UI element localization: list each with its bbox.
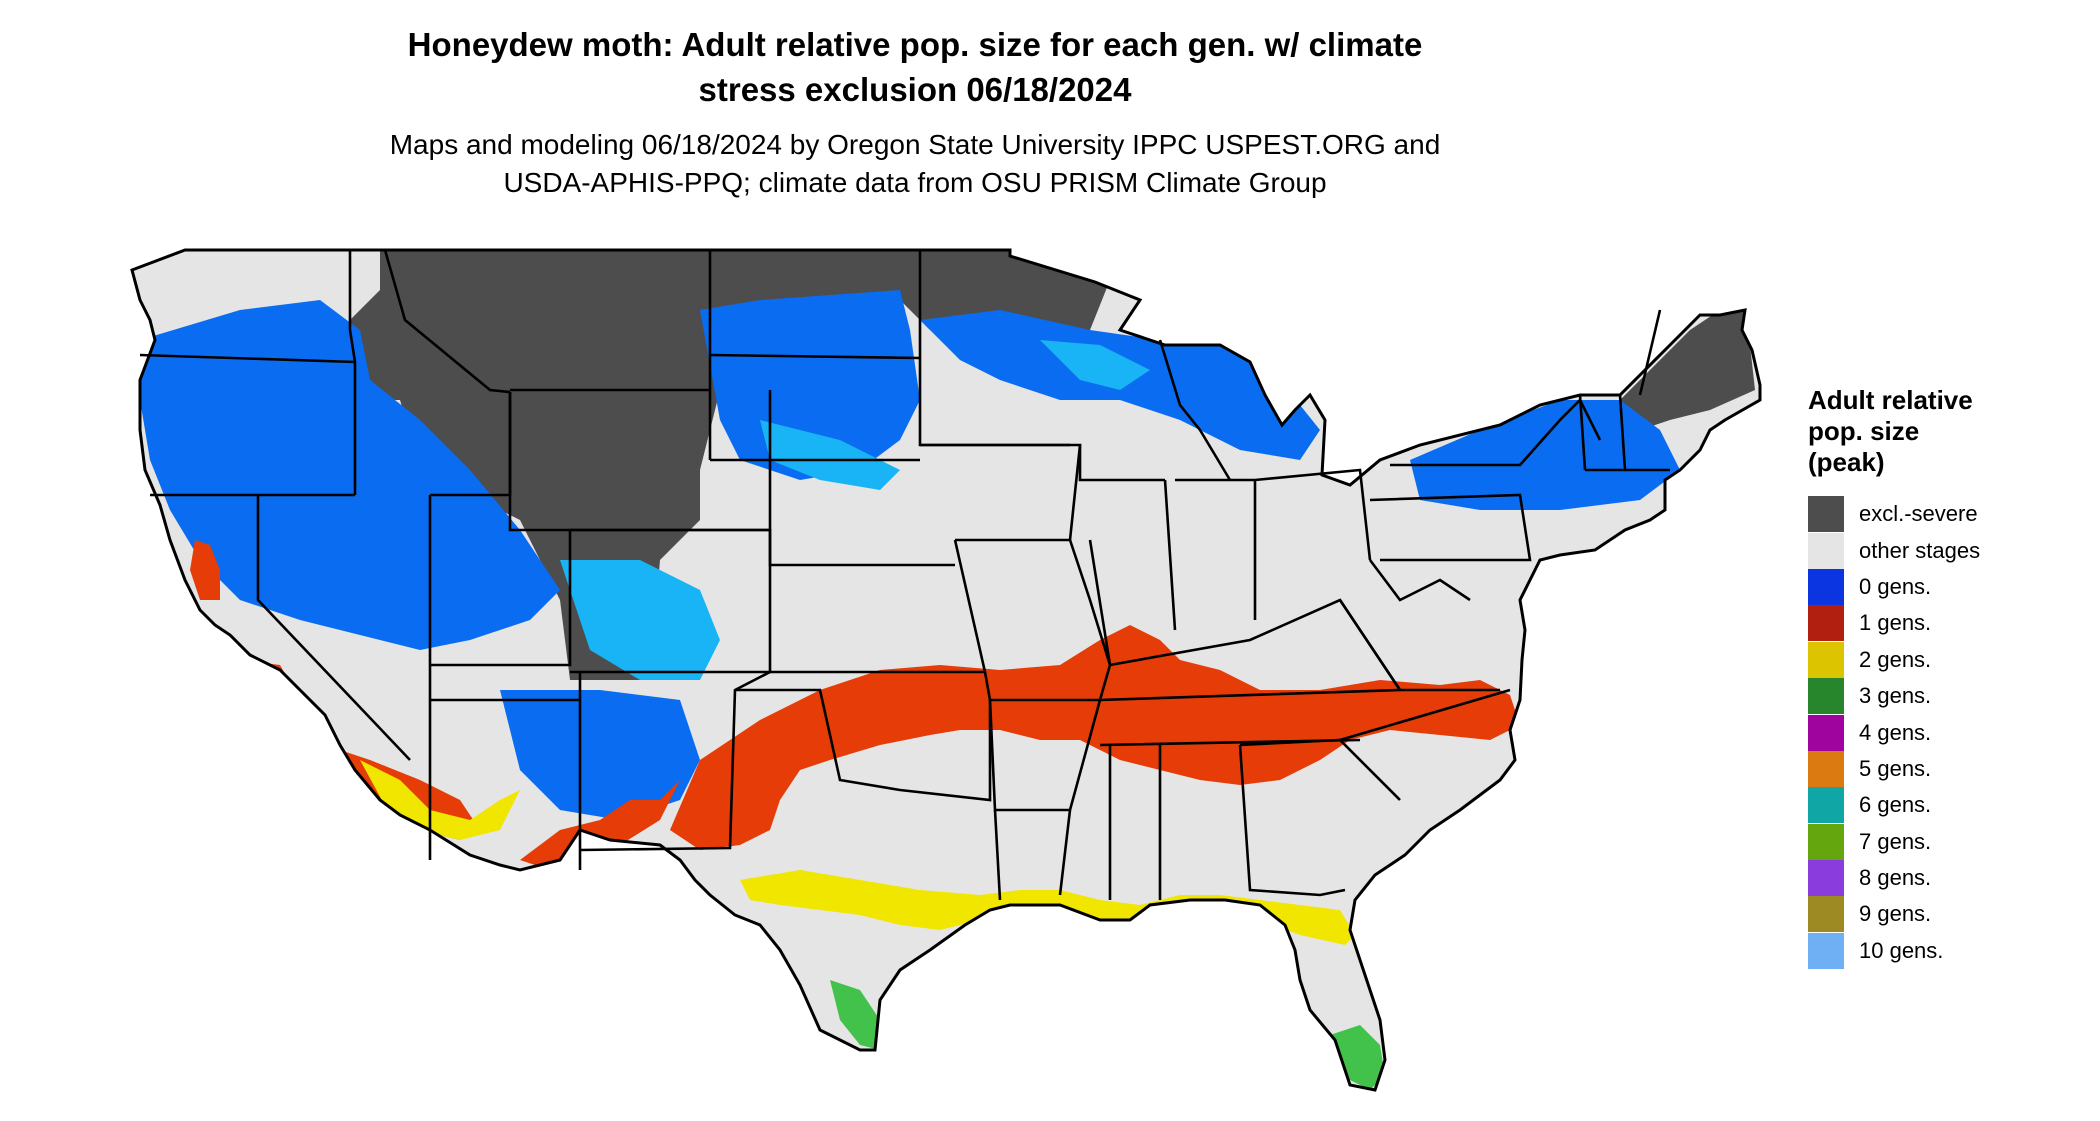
legend-label: 9 gens.: [1859, 901, 1932, 927]
border-az: [428, 665, 580, 860]
state-borders: [139, 249, 1670, 901]
border-ar: [988, 699, 1102, 812]
legend-swatch: [1808, 932, 1844, 969]
legend-swatch: [1808, 532, 1844, 569]
legend-item: 4 gens.: [1808, 714, 2068, 751]
legend-label: 7 gens.: [1859, 828, 1932, 854]
border-co: [570, 528, 772, 674]
legend-label: 3 gens.: [1859, 683, 1932, 709]
legend-label: 2 gens.: [1859, 646, 1932, 672]
border-wv: [1368, 559, 1471, 602]
legend-label: 10 gens.: [1859, 937, 1944, 963]
legend-item: 0 gens.: [1808, 568, 2068, 605]
border-ca-nv: [256, 495, 411, 761]
legend-item: 2 gens.: [1808, 641, 2068, 678]
legend-item: 6 gens.: [1808, 787, 2068, 824]
legend-label: 5 gens.: [1859, 755, 1932, 781]
three-gen-region-texas: [830, 980, 880, 1050]
legend-item: 8 gens.: [1808, 860, 2068, 897]
border-nm: [578, 670, 771, 870]
legend-item: 10 gens.: [1808, 932, 2068, 969]
border-id-west: [348, 250, 357, 495]
legend-item: 9 gens.: [1808, 896, 2068, 933]
legend-item: 7 gens.: [1808, 823, 2068, 860]
border-nc-va: [1338, 599, 1511, 742]
legend-swatch: [1808, 860, 1844, 897]
subtitle-line-2: USDA-APHIS-PPQ; climate data from OSU PR…: [503, 167, 1327, 198]
legend-swatch: [1808, 678, 1844, 715]
legend-label: 8 gens.: [1859, 865, 1932, 891]
legend-swatch: [1808, 787, 1844, 824]
excluded-region-north: [350, 250, 1110, 680]
border-id-mt: [383, 249, 511, 394]
title-line-2: stress exclusion 06/18/2024: [698, 71, 1132, 108]
excluded-region-northeast: [1620, 310, 1755, 430]
border-ny: [1390, 397, 1602, 467]
legend-item: other stages: [1808, 532, 2068, 569]
one-gen-region: [670, 625, 1520, 850]
legend-item: 1 gens.: [1808, 605, 2068, 642]
legend-label: 0 gens.: [1859, 573, 1932, 599]
border-ms-al: [1108, 745, 1162, 900]
border-new-england: [1578, 309, 1670, 472]
cold-region-west: [140, 300, 560, 650]
border-ut-co: [430, 530, 572, 667]
border-ne-ks: [768, 530, 955, 567]
legend-swatch: [1808, 823, 1844, 860]
border-il: [1088, 479, 1177, 666]
border-ia: [920, 443, 1082, 542]
legend-swatch: [1808, 750, 1844, 787]
legend-label: 6 gens.: [1859, 792, 1932, 818]
map-subtitle: Maps and modeling 06/18/2024 by Oregon S…: [340, 126, 1490, 202]
legend-swatch: [1808, 496, 1844, 533]
map-title: Honeydew moth: Adult relative pop. size …: [340, 22, 1490, 112]
border-ok-tx: [735, 688, 992, 802]
border-wa-or: [139, 353, 356, 364]
legend-label: 4 gens.: [1859, 719, 1932, 745]
cold-region-southwest: [500, 690, 700, 820]
legend-swatch: [1808, 896, 1844, 933]
border-nd-sd: [709, 353, 921, 360]
legend-swatch: [1808, 605, 1844, 642]
border-in-oh: [1175, 468, 1372, 620]
legend-items: excl.-severe other stages 0 gens. 1 gens. 2 …: [1808, 496, 2068, 969]
border-wi-il: [1078, 445, 1165, 482]
legend-label: 1 gens.: [1859, 610, 1932, 636]
cold-region-plains: [700, 290, 920, 480]
border-mi: [1158, 339, 1232, 481]
legend: Adult relative pop. size (peak) excl.-se…: [1808, 385, 2068, 969]
legend-swatch: [1808, 641, 1844, 678]
border-ga-fl: [1238, 744, 1346, 897]
border-la: [993, 809, 1072, 901]
cold-region-northeast: [1410, 400, 1680, 510]
legend-label: excl.-severe: [1859, 501, 1978, 527]
cold-region-light: [560, 340, 1150, 680]
border-pa: [1369, 493, 1532, 562]
legend-item: 5 gens.: [1808, 750, 2068, 787]
legend-label: other stages: [1859, 537, 1981, 563]
legend-item: 3 gens.: [1808, 678, 2068, 715]
legend-item: excl.-severe: [1808, 496, 2068, 533]
legend-swatch: [1808, 568, 1844, 605]
three-gen-region-florida: [1330, 1025, 1385, 1090]
legend-swatch: [1808, 714, 1844, 751]
subtitle-line-1: Maps and modeling 06/18/2024 by Oregon S…: [389, 129, 1441, 160]
title-line-1: Honeydew moth: Adult relative pop. size …: [407, 26, 1423, 63]
legend-title: Adult relative pop. size (peak): [1808, 385, 1973, 477]
